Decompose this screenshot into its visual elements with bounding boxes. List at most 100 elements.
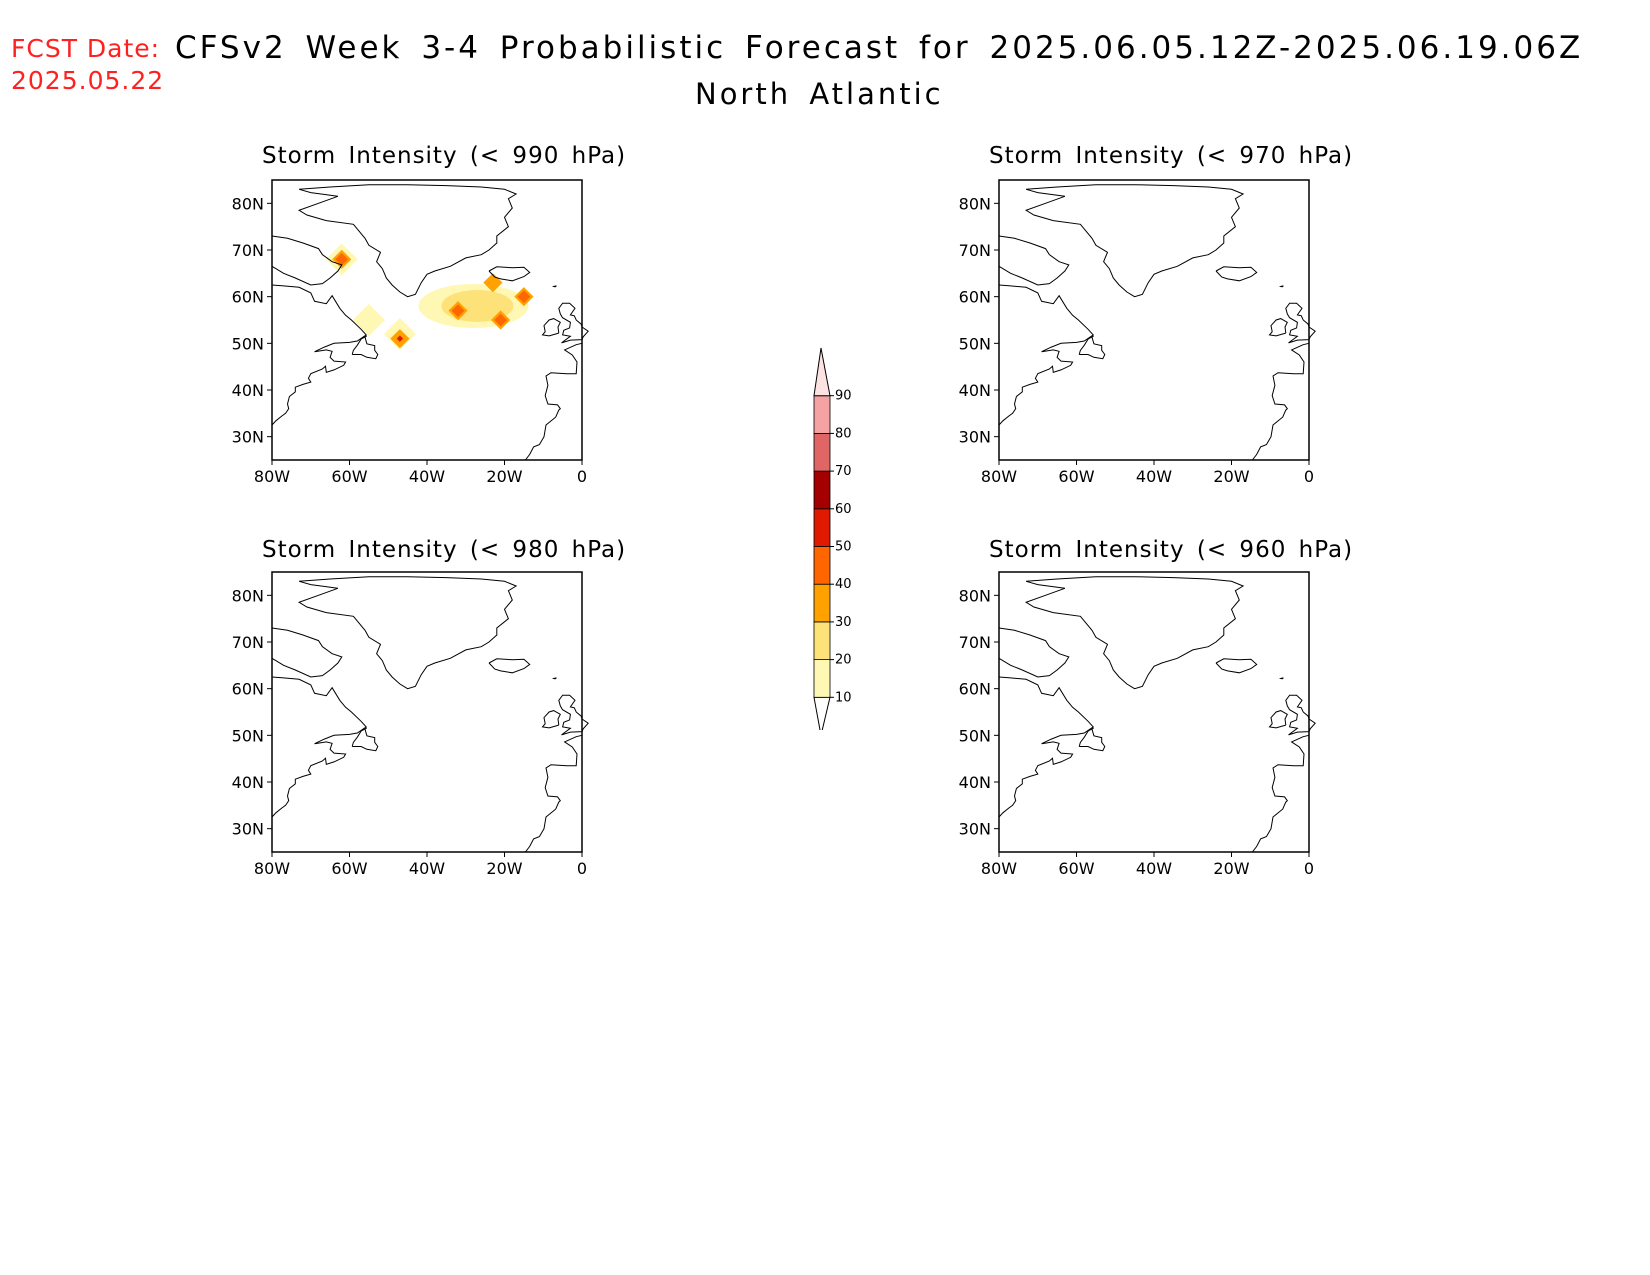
colorbar-segment — [813, 659, 831, 698]
lon-tick-label: 80W — [981, 859, 1017, 878]
lat-tick-label: 50N — [232, 334, 264, 353]
lat-tick-label: 30N — [232, 428, 264, 447]
coastline — [1278, 285, 1284, 288]
coastline — [541, 710, 561, 729]
lat-tick-label: 70N — [232, 633, 264, 652]
colorbar-segment — [813, 546, 831, 585]
panel-title-990: Storm Intensity (< 990 hPa) — [262, 143, 627, 169]
lon-tick-label: 20W — [486, 859, 522, 878]
lat-tick-label: 80N — [959, 194, 991, 213]
lon-tick-label: 0 — [577, 859, 587, 878]
coastline — [488, 266, 531, 282]
lon-tick-label: 40W — [1136, 467, 1172, 486]
lat-tick-label: 40N — [232, 773, 264, 792]
colorbar-segment — [813, 508, 831, 547]
colorbar-bottom-cap — [813, 696, 831, 730]
map-frame — [271, 571, 583, 853]
lat-tick-label: 60N — [959, 680, 991, 699]
coastline — [1215, 658, 1258, 674]
lat-tick-label: 60N — [232, 680, 264, 699]
lat-tick-label: 40N — [959, 773, 991, 792]
lat-tick-label: 50N — [232, 726, 264, 745]
coastline — [271, 676, 367, 818]
coastline — [1024, 184, 1245, 298]
colorbar-level-label: 80 — [835, 426, 852, 441]
lat-tick-label: 40N — [959, 381, 991, 400]
colorbar-segment — [813, 395, 831, 434]
colorbar-legend: 10 20 30 40 50 60 70 80 90 — [813, 347, 852, 730]
coastline — [1252, 734, 1310, 853]
colorbar-level-label: 70 — [835, 464, 852, 479]
coastline — [558, 302, 589, 344]
coastline — [1252, 342, 1310, 461]
map-panel-960: 80N 70N 60N 50N 40N 30N 80W 60W 40W 20W 0 — [959, 571, 1316, 878]
map-frame — [998, 571, 1310, 853]
lon-tick-label: 80W — [981, 467, 1017, 486]
coastline — [1268, 318, 1288, 337]
colorbar-level-label: 10 — [835, 690, 852, 705]
map-panel-990: 80N 70N 60N 50N 40N 30N 80W 60W 40W 20W 0 — [232, 179, 589, 486]
colorbar-level-label: 60 — [835, 502, 852, 517]
coastline — [271, 284, 367, 426]
lon-tick-label: 80W — [254, 859, 290, 878]
coastline — [1268, 710, 1288, 729]
colorbar-level-label: 90 — [835, 389, 852, 404]
coastline — [998, 235, 1070, 286]
coastline — [1278, 677, 1284, 680]
lat-tick-label: 50N — [959, 726, 991, 745]
coastline — [541, 318, 561, 337]
map-panel-970: 80N 70N 60N 50N 40N 30N 80W 60W 40W 20W 0 — [959, 179, 1316, 486]
lon-tick-label: 40W — [409, 859, 445, 878]
coastline — [551, 285, 557, 288]
lat-tick-label: 30N — [959, 820, 991, 839]
forecast-date-label: FCST Date: — [11, 34, 161, 63]
coastline — [998, 676, 1094, 818]
lat-tick-label: 30N — [232, 820, 264, 839]
panel-title-960: Storm Intensity (< 960 hPa) — [989, 537, 1354, 563]
coastline — [271, 627, 343, 678]
lat-tick-label: 70N — [959, 633, 991, 652]
lat-tick-label: 30N — [959, 428, 991, 447]
coastline — [998, 627, 1070, 678]
lat-tick-label: 80N — [959, 586, 991, 605]
lat-tick-label: 70N — [232, 241, 264, 260]
region-title: North Atlantic — [695, 77, 944, 111]
coastline — [551, 677, 557, 680]
lat-tick-label: 70N — [959, 241, 991, 260]
coastline — [1078, 727, 1106, 752]
map-panel-980: 80N 70N 60N 50N 40N 30N 80W 60W 40W 20W 0 — [232, 571, 589, 878]
panel-title-980: Storm Intensity (< 980 hPa) — [262, 537, 627, 563]
probability-area — [494, 313, 508, 327]
coastline — [1215, 266, 1258, 282]
coastline — [1285, 694, 1316, 736]
probability-area — [396, 335, 404, 342]
lat-tick-label: 40N — [232, 381, 264, 400]
lat-tick-label: 80N — [232, 586, 264, 605]
colorbar-level-label: 20 — [835, 653, 852, 668]
lon-tick-label: 20W — [1213, 859, 1249, 878]
colorbar-level-label: 30 — [835, 615, 852, 630]
lon-tick-label: 40W — [1136, 859, 1172, 878]
coastline — [351, 335, 379, 360]
coastline — [297, 184, 518, 298]
colorbar-segment — [813, 621, 831, 660]
colorbar-level-label: 50 — [835, 540, 852, 555]
lon-tick-label: 20W — [486, 467, 522, 486]
map-frame — [998, 179, 1310, 461]
colorbar-segment — [813, 433, 831, 472]
lon-tick-label: 60W — [331, 859, 367, 878]
coastline — [488, 658, 531, 674]
coastline — [297, 576, 518, 690]
lon-tick-label: 0 — [577, 467, 587, 486]
coastline — [525, 342, 583, 461]
lon-tick-label: 40W — [409, 467, 445, 486]
colorbar-level-label: 40 — [835, 577, 852, 592]
probability-area — [451, 304, 465, 318]
coastline — [998, 284, 1094, 426]
panel-title-970: Storm Intensity (< 970 hPa) — [989, 143, 1354, 169]
probability-area — [517, 290, 531, 304]
map-frame — [271, 179, 583, 461]
lon-tick-label: 80W — [254, 467, 290, 486]
lon-tick-label: 60W — [1058, 859, 1094, 878]
colorbar-segment — [813, 583, 831, 623]
